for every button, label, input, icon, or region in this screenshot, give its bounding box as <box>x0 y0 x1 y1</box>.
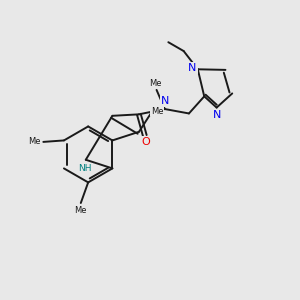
Text: N: N <box>212 110 221 120</box>
Text: Me: Me <box>149 79 161 88</box>
Text: Me: Me <box>75 206 87 215</box>
Text: O: O <box>142 137 150 147</box>
Text: Me: Me <box>28 137 41 146</box>
Text: Me: Me <box>151 107 164 116</box>
Text: N: N <box>188 63 197 73</box>
Text: NH: NH <box>79 164 92 172</box>
Text: N: N <box>160 96 169 106</box>
